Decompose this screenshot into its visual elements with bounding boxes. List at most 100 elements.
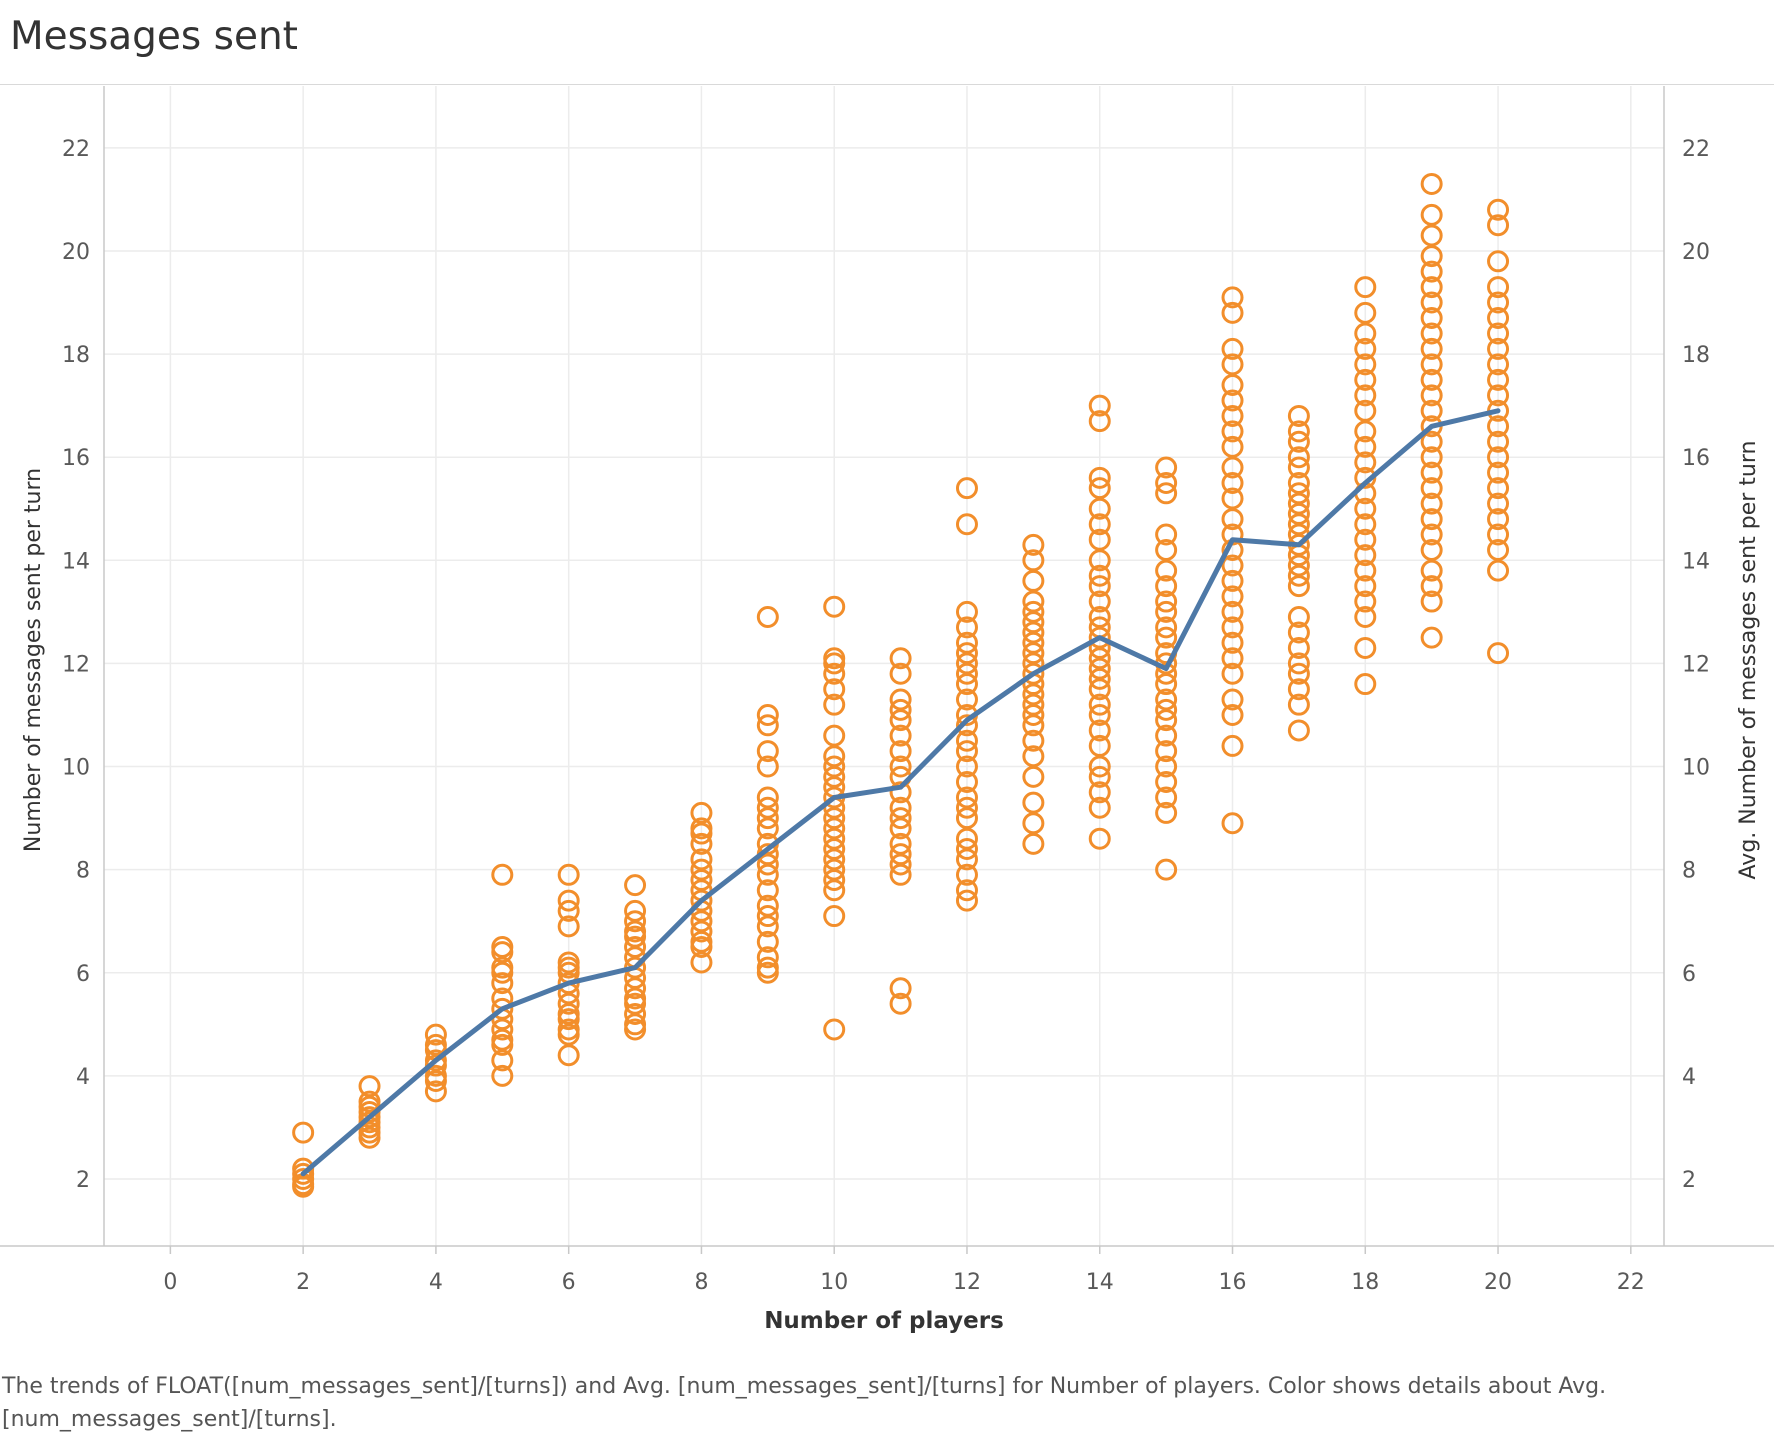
scatter-point[interactable] [1487,307,1510,329]
scatter-point[interactable] [1155,786,1178,809]
scatter-point[interactable] [1022,683,1045,706]
scatter-point[interactable] [823,755,846,778]
scatter-point[interactable] [955,879,978,902]
scatter-point[interactable] [889,740,912,763]
scatter-point[interactable] [1221,703,1244,726]
scatter-point[interactable] [1022,662,1045,685]
scatter-point[interactable] [1420,575,1443,598]
scatter-point[interactable] [1221,487,1244,510]
scatter-point[interactable] [1487,415,1510,438]
scatter-point[interactable] [756,606,779,629]
scatter-point[interactable] [1221,616,1244,639]
scatter-point[interactable] [1022,611,1045,634]
scatter-point[interactable] [424,1070,447,1093]
scatter-point[interactable] [1022,621,1045,644]
scatter-point[interactable] [1287,564,1310,587]
scatter-point[interactable] [1088,549,1111,572]
scatter-point[interactable] [1420,508,1443,531]
scatter-point[interactable] [756,740,779,763]
scatter-point[interactable] [823,868,846,891]
scatter-point[interactable] [1022,791,1045,814]
scatter-point[interactable] [1487,322,1510,345]
scatter-point[interactable] [1155,471,1178,494]
scatter-point[interactable] [1420,322,1443,345]
scatter-point[interactable] [756,905,779,928]
scatter-point[interactable] [1221,374,1244,397]
scatter-point[interactable] [823,765,846,788]
scatter-point[interactable] [955,889,978,912]
scatter-point[interactable] [955,688,978,711]
scatter-point[interactable] [1354,435,1377,458]
scatter-point[interactable] [624,992,647,1015]
scatter-point[interactable] [1287,662,1310,685]
scatter-point[interactable] [889,781,912,804]
scatter-point[interactable] [1287,719,1310,742]
scatter-point[interactable] [1022,703,1045,726]
scatter-point[interactable] [823,817,846,840]
scatter-point[interactable] [889,843,912,866]
scatter-point[interactable] [823,652,846,675]
scatter-point[interactable] [1088,734,1111,757]
scatter-point[interactable] [1221,420,1244,443]
scatter-point[interactable] [955,662,978,685]
scatter-point[interactable] [756,796,779,819]
scatter-point[interactable] [1487,276,1510,299]
scatter-point[interactable] [1221,286,1244,309]
scatter-point[interactable] [1420,353,1443,376]
scatter-point[interactable] [1420,224,1443,247]
scatter-point[interactable] [1287,456,1310,479]
scatter-point[interactable] [1088,678,1111,701]
scatter-point[interactable] [1088,796,1111,819]
scatter-point[interactable] [955,652,978,675]
scatter-point[interactable] [1354,575,1377,598]
scatter-point[interactable] [1354,337,1377,360]
scatter-point[interactable] [1354,420,1377,443]
scatter-point[interactable] [1420,477,1443,500]
scatter-point[interactable] [1155,456,1178,479]
scatter-point[interactable] [624,1018,647,1041]
scatter-point[interactable] [889,977,912,1000]
scatter-point[interactable] [889,992,912,1015]
scatter-point[interactable] [955,848,978,871]
scatter-point[interactable] [889,817,912,840]
scatter-point[interactable] [1420,172,1443,195]
scatter-point[interactable] [557,1008,580,1031]
scatter-point[interactable] [955,729,978,752]
scatter-point[interactable] [1487,198,1510,221]
scatter-point[interactable] [823,879,846,902]
scatter-points[interactable] [292,172,1510,1198]
scatter-point[interactable] [557,915,580,938]
scatter-point[interactable] [889,755,912,778]
scatter-point[interactable] [491,961,514,984]
scatter-point[interactable] [1088,781,1111,804]
scatter-point[interactable] [491,997,514,1020]
scatter-point[interactable] [1022,590,1045,613]
scatter-point[interactable] [955,631,978,654]
scatter-point[interactable] [1287,693,1310,716]
scatter-point[interactable] [1088,528,1111,551]
scatter-point[interactable] [1221,569,1244,592]
scatter-point[interactable] [1221,508,1244,531]
scatter-point[interactable] [624,874,647,897]
scatter-point[interactable] [1088,693,1111,716]
scatter-point[interactable] [690,848,713,871]
scatter-point[interactable] [1420,430,1443,453]
scatter-point[interactable] [1354,606,1377,629]
scatter-point[interactable] [823,678,846,701]
scatter-point[interactable] [823,905,846,928]
scatter-point[interactable] [624,899,647,922]
scatter-point[interactable] [1022,600,1045,623]
scatter-point[interactable] [889,796,912,819]
scatter-point[interactable] [955,513,978,536]
scatter-point[interactable] [823,595,846,618]
scatter-point[interactable] [955,714,978,737]
scatter-point[interactable] [358,1126,381,1149]
scatter-point[interactable] [358,1075,381,1098]
scatter-point[interactable] [756,817,779,840]
scatter-point[interactable] [1354,636,1377,659]
scatter-point[interactable] [1088,667,1111,690]
scatter-point[interactable] [491,1018,514,1041]
scatter-point[interactable] [690,935,713,958]
scatter-point[interactable] [1022,832,1045,855]
scatter-point[interactable] [1221,435,1244,458]
